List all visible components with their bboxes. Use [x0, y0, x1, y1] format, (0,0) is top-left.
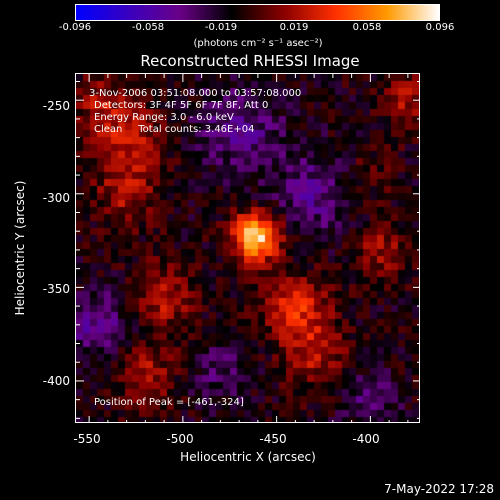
colorbar	[75, 4, 440, 21]
x-tick-label: -500	[166, 432, 194, 446]
info-peak-position: Position of Peak = [-461,-324]	[94, 397, 244, 408]
image-plot-area[interactable]: 3-Nov-2006 03:51:08.000 to 03:57:08.000 …	[75, 73, 420, 423]
heatmap-image	[76, 74, 419, 422]
info-detectors: Detectors: 3F 4F 5F 6F 7F 8F, Att 0	[94, 100, 269, 111]
x-axis-label: Heliocentric X (arcsec)	[180, 450, 316, 464]
x-tick-label: -450	[259, 432, 287, 446]
axis-tick-marks	[76, 74, 419, 422]
y-tick-label: -300	[42, 191, 70, 205]
y-tick-label: -250	[42, 99, 70, 113]
timestamp: 7-May-2022 17:28	[384, 482, 494, 496]
info-method-counts: Clean Total counts: 3.46E+04	[94, 124, 255, 135]
colorbar-tick-label: -0.096	[58, 22, 92, 33]
y-tick-label: -400	[42, 374, 70, 388]
y-axis-label: Heliocentric Y (arcsec)	[13, 180, 27, 316]
colorbar-tick-label: 0.058	[352, 22, 382, 33]
colorbar-tick-label: 0.019	[279, 22, 309, 33]
chart-title: Reconstructed RHESSI Image	[140, 52, 360, 70]
colorbar-tick-label: -0.058	[131, 22, 165, 33]
y-tick-label: -350	[42, 282, 70, 296]
info-energy-range: Energy Range: 3.0 - 6.0 keV	[94, 112, 234, 123]
info-time-range: 3-Nov-2006 03:51:08.000 to 03:57:08.000	[89, 88, 302, 99]
x-tick-label: -400	[352, 432, 380, 446]
colorbar-tick-label: 0.096	[425, 22, 455, 33]
x-tick-label: -550	[73, 432, 101, 446]
colorbar-tick-label: -0.019	[204, 22, 238, 33]
colorbar-units: (photons cm⁻² s⁻¹ asec⁻²)	[193, 38, 323, 49]
